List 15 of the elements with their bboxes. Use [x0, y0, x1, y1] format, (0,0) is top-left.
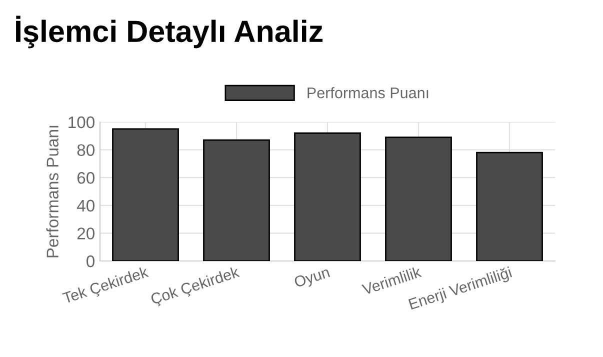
bar [476, 152, 543, 261]
y-tick-label: 100 [68, 116, 94, 128]
y-tick-label: 0 [86, 255, 94, 268]
bar [203, 139, 270, 261]
y-tick-label: 80 [77, 144, 94, 156]
chart-title: İşlemci Detaylı Analiz [16, 16, 323, 48]
y-tick-label: 40 [76, 200, 94, 212]
bar [112, 128, 179, 261]
y-tick-label: 20 [77, 228, 94, 240]
legend-label: Performans Puanı [308, 87, 428, 98]
x-tick-label: Oyun [294, 266, 331, 290]
y-tick-label: 60 [77, 172, 94, 184]
bar [385, 136, 452, 261]
bar [294, 132, 361, 261]
y-axis-title: Performans Puanı [46, 126, 58, 258]
